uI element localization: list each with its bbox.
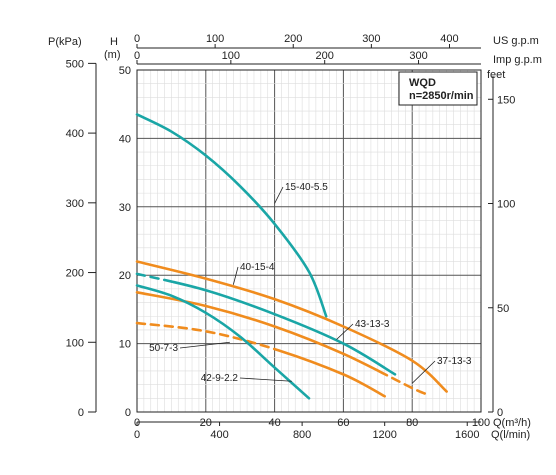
curve-43-13-3 bbox=[135, 272, 397, 376]
head-unit: (m) bbox=[104, 49, 121, 61]
head-tick: 40 bbox=[119, 133, 131, 145]
curve-label-40-15-4: 40-15-4 bbox=[240, 262, 275, 273]
model-box-title: WQD bbox=[409, 77, 436, 89]
curve-label-37-13-3: 37-13-3 bbox=[437, 356, 472, 367]
head-tick: 10 bbox=[119, 339, 131, 351]
curve-leader-40-15-4 bbox=[232, 266, 239, 285]
curve-leader-43-13-3 bbox=[336, 323, 354, 340]
pressure-tick: 500 bbox=[66, 58, 84, 70]
feet-label: feet bbox=[487, 69, 505, 81]
us-gpm-tick: 300 bbox=[362, 33, 380, 45]
curve-42-9-2.2 bbox=[135, 284, 311, 400]
model-box-speed: n=2850r/min bbox=[409, 90, 474, 102]
q-lmin-tick: 1600 bbox=[455, 429, 479, 441]
head-tick: 50 bbox=[119, 65, 131, 77]
feet-tick: 0 bbox=[497, 407, 503, 419]
head-tick: 20 bbox=[119, 270, 131, 282]
pressure-tick: 0 bbox=[78, 407, 84, 419]
q-m3h-tick: 20 bbox=[200, 417, 212, 429]
curve-leader-15-40-5.5 bbox=[274, 186, 284, 204]
feet-tick: 100 bbox=[497, 199, 515, 211]
curve-labels: 15-40-5.5 40-15-4 43-13-3 37-13-3 50-7-3 42-9… bbox=[149, 182, 472, 384]
us-gpm-tick: 0 bbox=[134, 33, 140, 45]
q-m3h-tick: 100 bbox=[472, 417, 490, 429]
imp-gpm-tick: 200 bbox=[316, 50, 334, 62]
q-lmin-tick: 400 bbox=[210, 429, 228, 441]
curve-label-50-7-3: 50-7-3 bbox=[149, 343, 178, 354]
us-gpm-tick: 200 bbox=[284, 33, 302, 45]
q-lmin-tick: 1200 bbox=[372, 429, 396, 441]
curve-leader-50-7-3 bbox=[179, 341, 230, 349]
curve-leader-37-13-3 bbox=[411, 360, 436, 384]
feet-tick: 150 bbox=[497, 94, 515, 106]
pressure-tick: 200 bbox=[66, 268, 84, 280]
pressure-label: P(kPa) bbox=[48, 36, 82, 48]
us-gpm-tick: 100 bbox=[206, 33, 224, 45]
us-gpm-tick: 400 bbox=[440, 33, 458, 45]
q-lmin-label: Q(l/min) bbox=[491, 429, 530, 441]
head-tick: 30 bbox=[119, 202, 131, 214]
grid bbox=[136, 69, 482, 413]
q-m3h-label: Q(m³/h) bbox=[493, 417, 531, 429]
axes: 020406080100Q(m³/h)040080012001600Q(l/mi… bbox=[48, 33, 542, 441]
curve-label-43-13-3: 43-13-3 bbox=[355, 319, 390, 330]
us-gpm-label: US g.p.m bbox=[493, 35, 539, 47]
feet-tick: 50 bbox=[497, 303, 509, 315]
curve-label-15-40-5.5: 15-40-5.5 bbox=[285, 182, 328, 193]
q-m3h-tick: 80 bbox=[406, 417, 418, 429]
curve-leader-42-9-2.2 bbox=[239, 377, 292, 382]
curve-label-42-9-2.2: 42-9-2.2 bbox=[201, 373, 239, 384]
curve-15-40-5.5 bbox=[135, 113, 328, 318]
pressure-tick: 400 bbox=[66, 128, 84, 140]
q-lmin-tick: 0 bbox=[134, 429, 140, 441]
pressure-tick: 100 bbox=[66, 337, 84, 349]
q-m3h-tick: 40 bbox=[268, 417, 280, 429]
imp-gpm-label: Imp g.p.m bbox=[493, 54, 542, 66]
pressure-tick: 300 bbox=[66, 198, 84, 210]
q-m3h-tick: 60 bbox=[337, 417, 349, 429]
head-label: H bbox=[110, 36, 118, 48]
curve-40-15-4 bbox=[135, 260, 448, 393]
model-box: WQD n=2850r/min bbox=[398, 71, 478, 106]
curve-50-7-3 bbox=[135, 321, 386, 398]
head-tick: 0 bbox=[125, 407, 131, 419]
imp-gpm-tick: 300 bbox=[409, 50, 427, 62]
imp-gpm-tick: 100 bbox=[222, 50, 240, 62]
curve-37-13-3 bbox=[135, 291, 431, 397]
q-lmin-tick: 800 bbox=[293, 429, 311, 441]
curves bbox=[135, 113, 448, 400]
imp-gpm-tick: 0 bbox=[134, 50, 140, 62]
plot-frame bbox=[136, 69, 482, 413]
